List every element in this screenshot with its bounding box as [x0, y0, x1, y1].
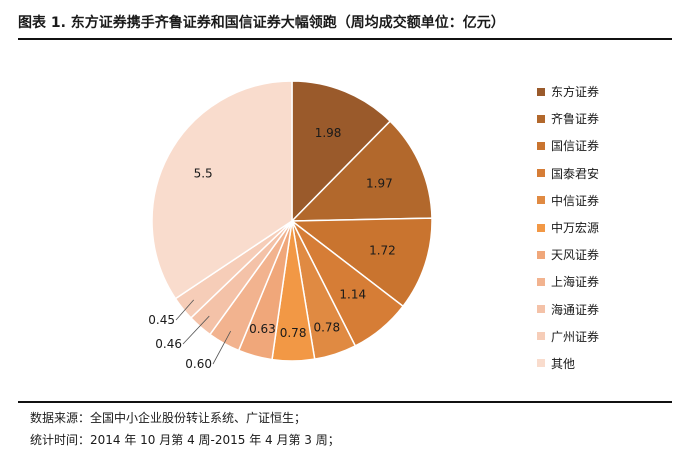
legend-swatch [537, 141, 545, 150]
legend-swatch [537, 305, 545, 314]
legend-swatch [537, 196, 545, 205]
legend-swatch [537, 332, 545, 341]
legend-item: 中信证券 [537, 187, 599, 214]
legend-item: 其他 [537, 350, 599, 377]
pie-slice [289, 217, 433, 308]
legend-item: 东方证券 [537, 78, 599, 105]
chart-title: 图表 1. 东方证券携手齐鲁证券和国信证券大幅领跑（周均成交额单位：亿元） [18, 15, 505, 31]
leader-line [175, 299, 195, 321]
legend-label: 东方证券 [551, 85, 600, 100]
legend-label: 中万宏源 [551, 221, 600, 236]
legend-swatch [537, 223, 545, 232]
leader-line [212, 330, 232, 365]
data-label: 0.78 [280, 326, 307, 340]
leader-line [182, 315, 210, 345]
pie-slice [290, 120, 433, 222]
notes: 数据来源：全国中小企业股份转让系统、广证恒生； 统计时间：2014 年 10 月… [30, 407, 340, 451]
legend-item: 广州证券 [537, 323, 599, 350]
pie-slice [151, 80, 293, 300]
legend-label: 国信证券 [551, 139, 600, 154]
legend-label: 中信证券 [551, 193, 600, 208]
legend-item: 天风证券 [537, 241, 599, 268]
legend-swatch [537, 87, 545, 96]
pie-chart: 1.98 1.97 1.72 1.14 0.78 0.78 0.63 0.600.46 0.45… [148, 80, 433, 371]
legend: 东方证券齐鲁证券国信证券国泰君安中信证券中万宏源天风证券上海证券海通证券广州证券… [537, 78, 599, 377]
bottom-rule [18, 401, 672, 403]
legend-swatch [537, 359, 545, 368]
legend-label: 其他 [551, 356, 576, 371]
legend-label: 广州证券 [551, 329, 600, 344]
pie-slice [291, 80, 392, 223]
legend-item: 中万宏源 [537, 214, 599, 241]
legend-item: 国泰君安 [537, 160, 599, 187]
legend-swatch [537, 277, 545, 286]
data-label: 1.97 [366, 176, 393, 190]
legend-item: 上海证券 [537, 268, 599, 295]
legend-label: 上海证券 [551, 275, 600, 290]
legend-swatch [537, 114, 545, 123]
data-label: 0.45 [148, 313, 175, 327]
legend-label: 齐鲁证券 [551, 112, 600, 127]
source-note: 数据来源：全国中小企业股份转让系统、广证恒生； [30, 411, 307, 425]
data-label: 0.60 [185, 357, 212, 371]
legend-item: 齐鲁证券 [537, 105, 599, 132]
top-rule [18, 38, 672, 40]
legend-swatch [537, 169, 545, 178]
data-label: 5.5 [194, 166, 213, 180]
legend-label: 国泰君安 [551, 166, 600, 181]
data-label: 1.72 [369, 244, 396, 258]
data-label: 0.78 [313, 320, 340, 334]
data-label: 0.63 [249, 322, 276, 336]
legend-label: 天风证券 [551, 248, 600, 263]
data-label: 1.14 [339, 287, 366, 301]
legend-swatch [537, 250, 545, 259]
period-note: 统计时间：2014 年 10 月第 4 周-2015 年 4 月第 3 周； [30, 433, 340, 447]
legend-item: 国信证券 [537, 132, 599, 159]
legend-item: 海通证券 [537, 296, 599, 323]
data-label: 1.98 [315, 126, 342, 140]
data-label: 0.46 [155, 337, 182, 351]
legend-label: 海通证券 [551, 302, 600, 317]
